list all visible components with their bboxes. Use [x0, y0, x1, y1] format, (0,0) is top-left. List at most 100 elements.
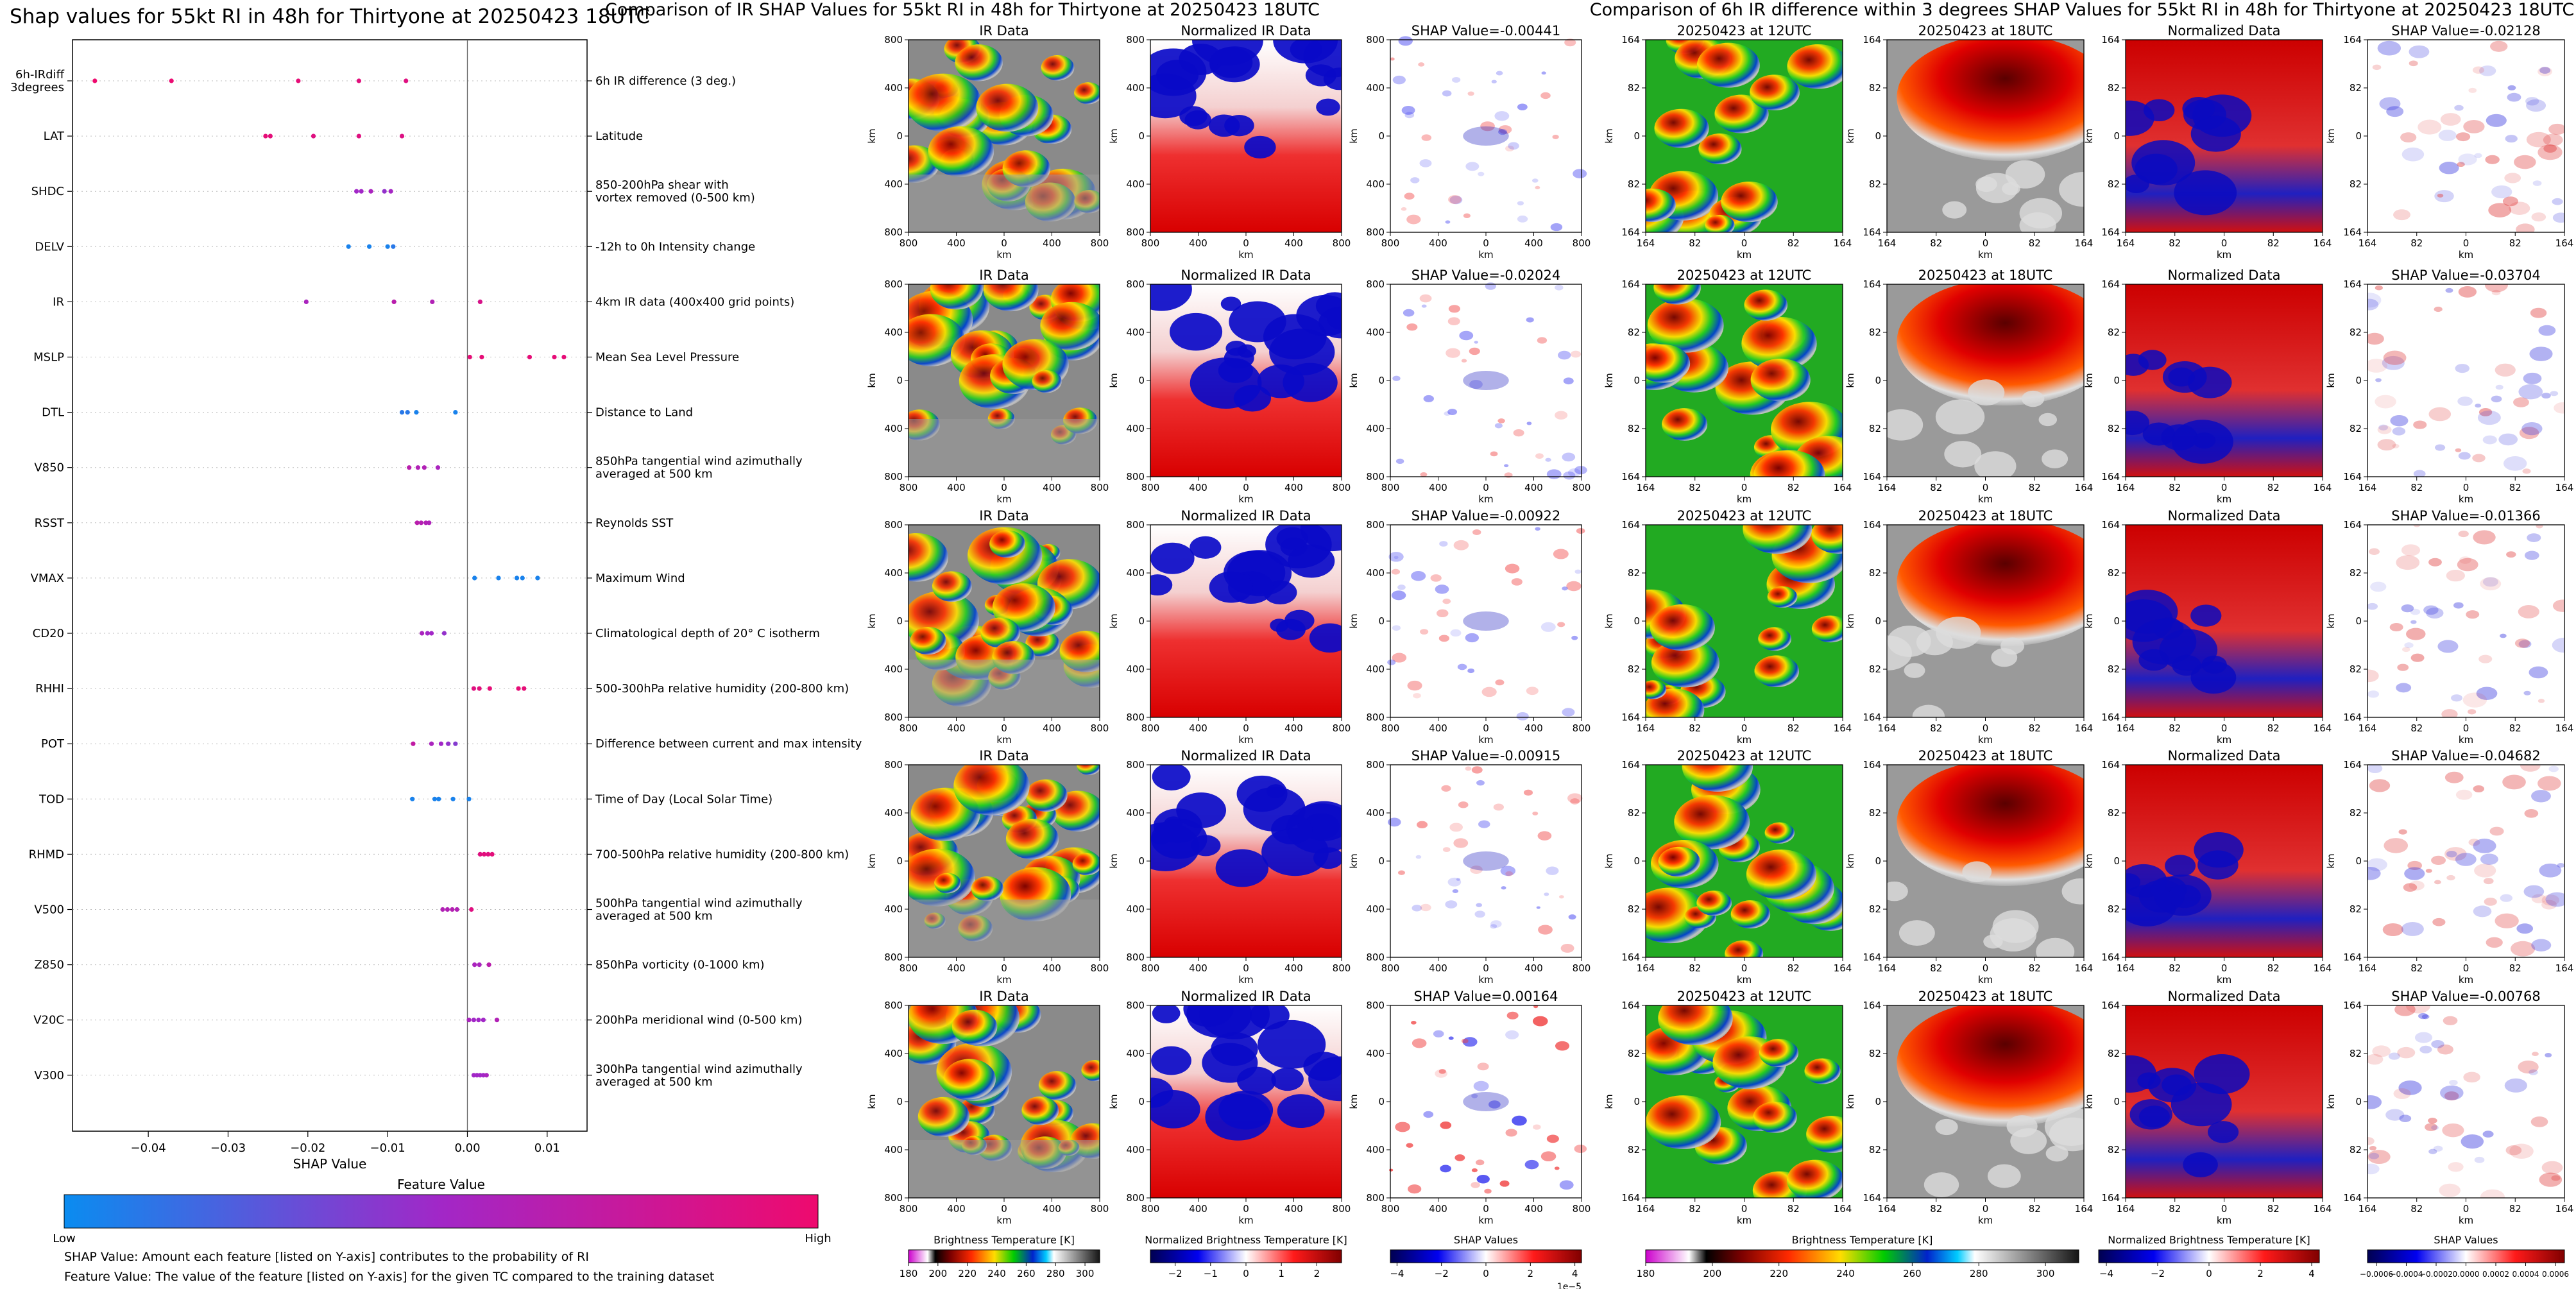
- diff-shap-speck: [2519, 427, 2539, 440]
- diff-shap-speck: [2428, 1118, 2437, 1124]
- panel-y-tick-label: 0: [1378, 375, 1385, 386]
- diff-shap-speck: [2490, 40, 2508, 52]
- diff-blob: [1714, 94, 1769, 133]
- panel-y-tick-label: 0: [1633, 1096, 1640, 1107]
- feature-code-label: MSLP: [33, 351, 64, 364]
- shap-speck: [1457, 663, 1467, 670]
- diff-shap-speck: [2398, 1080, 2422, 1095]
- diff-shap-speck: [2552, 637, 2564, 653]
- feature-description-line: vortex removed (0-500 km): [595, 191, 755, 205]
- shap-speck: [1474, 341, 1478, 344]
- shap-speck: [1419, 294, 1432, 303]
- norm-cold-blob: [1225, 341, 1247, 356]
- diff-blob: [1730, 900, 1771, 929]
- ir-cloud-blob: [1077, 765, 1100, 775]
- panel-y-tick-label: 164: [1621, 471, 1640, 482]
- panel-y-tick-label: 164: [2343, 34, 2362, 46]
- norm-cold-blob: [1169, 312, 1223, 351]
- ir-clear-band: [908, 175, 1100, 232]
- normalized-ir-image: [1150, 525, 1342, 717]
- panel-x-axis-label: km: [2217, 734, 2231, 746]
- panel-y-tick-label: 82: [1628, 327, 1640, 338]
- panel-x-tick-label: 82: [2169, 482, 2181, 493]
- shap-speck: [1461, 359, 1467, 363]
- diff-shap-speck: [2473, 905, 2492, 918]
- colorbar-label: Normalized Brightness Temperature [K]: [2108, 1234, 2310, 1246]
- diff-shap-speck: [2401, 922, 2424, 936]
- panel-x-tick-label: 0: [1243, 237, 1249, 249]
- panel-title: IR Data: [979, 268, 1029, 283]
- ir-cloud-blob: [953, 765, 1030, 815]
- shap-speck: [1537, 337, 1548, 344]
- panel-y-tick-label: 400: [1366, 1048, 1385, 1059]
- panel-x-tick-label: 164: [2358, 482, 2377, 493]
- panel-y-tick-label: 82: [2350, 1048, 2362, 1059]
- diff-shap-speck: [2482, 1131, 2494, 1138]
- panel-x-tick-label: 164: [2314, 722, 2332, 734]
- panel-x-tick-label: 82: [2410, 1203, 2423, 1215]
- shap-speck: [1497, 418, 1505, 423]
- panel-y-axis-label: km: [866, 613, 878, 628]
- shap-point: [399, 133, 405, 139]
- feature-code-label: V300: [34, 1069, 64, 1082]
- shap-speck: [1496, 71, 1503, 76]
- panel-x-tick-label: 82: [1787, 482, 1800, 493]
- ir-image: [908, 1005, 1100, 1198]
- colorbar-tick-label: 0: [2206, 1268, 2212, 1279]
- ir-diff-shap-grid: Comparison of 6h IR difference within 3 …: [1590, 0, 2575, 1279]
- ir-cloud-blob: [1074, 82, 1100, 105]
- shap-speck: [1387, 817, 1401, 827]
- norm-cold-blob: [1323, 67, 1342, 90]
- feature-description-line: Mean Sea Level Pressure: [595, 351, 739, 364]
- colorbar-bar: [1390, 1249, 1582, 1263]
- feature-code-label: CD20: [33, 627, 64, 640]
- panel-y-axis-label: km: [2083, 853, 2095, 868]
- diff-shap-speck: [2367, 359, 2388, 373]
- diff-shap-speck: [2426, 607, 2444, 619]
- panel-y-tick-label: 400: [884, 663, 903, 675]
- x-tick-label: −0.01: [370, 1141, 405, 1155]
- shap-speck: [1506, 1011, 1519, 1020]
- x-tick-label: −0.03: [210, 1141, 246, 1155]
- panel-x-tick-label: 164: [2314, 482, 2332, 493]
- diff-shap-speck: [2531, 212, 2546, 222]
- diff-shap-speck: [2550, 391, 2559, 397]
- feature-description-label: 850-200hPa shear with vortex removed (0-5…: [595, 178, 755, 205]
- panel-y-tick-label: 164: [2343, 759, 2362, 771]
- panel-y-axis-label: km: [1348, 373, 1360, 388]
- panel-y-tick-label: 800: [1126, 1192, 1145, 1204]
- panel-x-tick-label: 800: [1141, 237, 1160, 249]
- shap-speck: [1490, 451, 1498, 457]
- norm-cold-blob: [1244, 135, 1276, 158]
- panel-x-tick-label: 800: [900, 722, 918, 734]
- diff-image: [1887, 40, 2084, 232]
- feature-description-label: 4km IR data (400x400 grid points): [595, 295, 794, 309]
- panel-y-tick-label: 82: [1869, 1048, 1881, 1059]
- ir-colorbar: Brightness Temperature [K] 180 200 220 240 26…: [900, 1234, 1100, 1279]
- panel-y-tick-label: 82: [1628, 1048, 1640, 1059]
- diff-shap-speck: [2483, 878, 2494, 885]
- panel-title: 20250423 at 18UTC: [1918, 748, 2053, 764]
- norm-cold-blob: [1152, 765, 1191, 790]
- panel-x-tick-label: 800: [1381, 237, 1400, 249]
- panel-y-tick-label: 800: [1366, 952, 1385, 963]
- diff-shap-speck: [2478, 408, 2493, 416]
- panel-y-tick-label: 400: [884, 1048, 903, 1059]
- panel-y-axis-label: km: [2083, 128, 2095, 143]
- colorbar-bar: [1150, 1249, 1342, 1263]
- panel-y-axis-label: km: [2083, 613, 2095, 628]
- diff-shap-speck: [2444, 771, 2464, 783]
- panel-y-axis-label: km: [866, 1094, 878, 1109]
- shap-speck: [1401, 207, 1407, 211]
- panel-title: Normalized Data: [2168, 268, 2281, 283]
- diff-shap-speck: [2536, 525, 2543, 529]
- diff-shap-speck: [2524, 551, 2539, 560]
- panel-y-tick-label: 400: [1126, 663, 1145, 675]
- shap-point: [535, 576, 540, 581]
- diff-blob: [1806, 1116, 1843, 1153]
- panel-x-axis-label: km: [1238, 974, 1253, 986]
- panel-x-tick-label: 800: [1381, 962, 1400, 974]
- shap-speck: [1474, 910, 1485, 918]
